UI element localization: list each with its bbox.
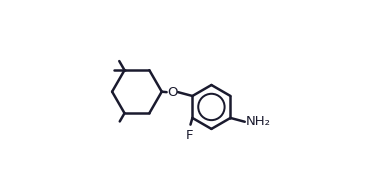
Text: O: O — [167, 86, 178, 99]
Text: F: F — [186, 129, 193, 142]
Text: NH₂: NH₂ — [246, 115, 271, 128]
